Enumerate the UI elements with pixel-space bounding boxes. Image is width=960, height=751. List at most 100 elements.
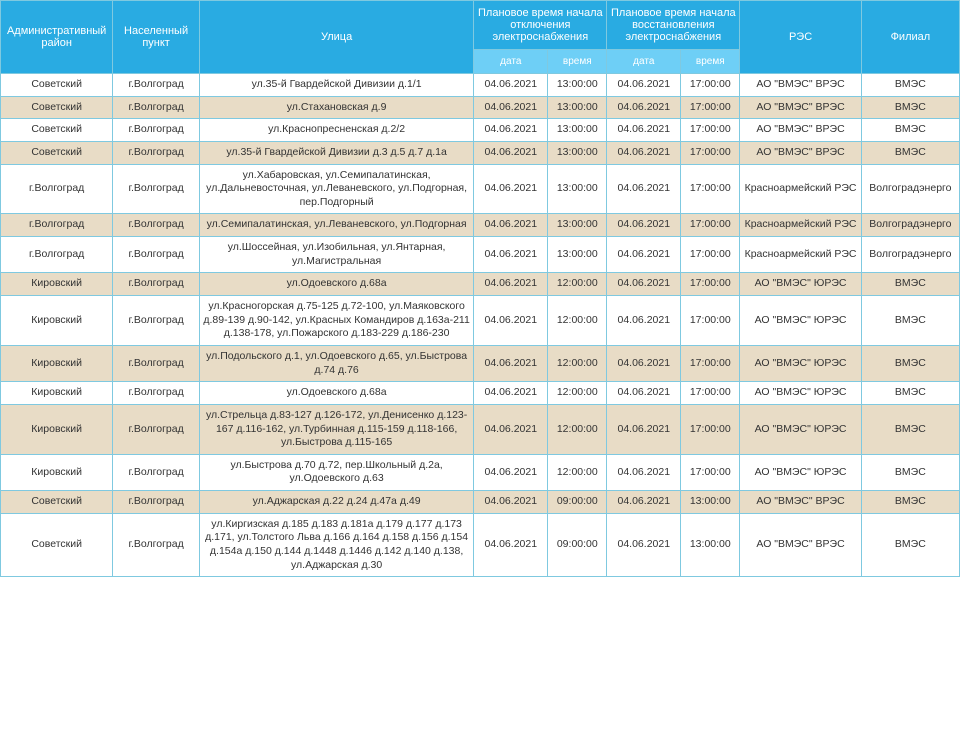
cell-branch: ВМЭС (861, 141, 959, 164)
cell-on-date: 04.06.2021 (607, 345, 681, 381)
outage-schedule-table: Административный район Населенный пункт … (0, 0, 960, 577)
cell-district: Кировский (1, 273, 113, 296)
cell-off-date: 04.06.2021 (474, 491, 548, 514)
cell-res: АО "ВМЭС" ВРЭС (740, 119, 861, 142)
cell-branch: ВМЭС (861, 345, 959, 381)
cell-on-date: 04.06.2021 (607, 214, 681, 237)
cell-branch: ВМЭС (861, 273, 959, 296)
table-row: Советскийг.Волгоградул.Аджарская д.22 д.… (1, 491, 960, 514)
cell-on-date: 04.06.2021 (607, 382, 681, 405)
cell-off-date: 04.06.2021 (474, 345, 548, 381)
cell-res: АО "ВМЭС" ЮРЭС (740, 296, 861, 346)
table-row: Советскийг.Волгоградул.Краснопресненская… (1, 119, 960, 142)
cell-res: АО "ВМЭС" ВРЭС (740, 491, 861, 514)
table-row: Кировскийг.Волгоградул.Красногорская д.7… (1, 296, 960, 346)
cell-off-date: 04.06.2021 (474, 74, 548, 97)
cell-off-time: 13:00:00 (548, 96, 607, 119)
th-res: РЭС (740, 1, 861, 74)
cell-res: АО "ВМЭС" ЮРЭС (740, 382, 861, 405)
th-branch: Филиал (861, 1, 959, 74)
cell-off-time: 12:00:00 (548, 345, 607, 381)
cell-locality: г.Волгоград (113, 454, 200, 490)
cell-district: г.Волгоград (1, 164, 113, 214)
cell-off-time: 13:00:00 (548, 214, 607, 237)
cell-off-time: 13:00:00 (548, 141, 607, 164)
cell-res: Красноармейский РЭС (740, 164, 861, 214)
cell-off-date: 04.06.2021 (474, 164, 548, 214)
cell-off-date: 04.06.2021 (474, 382, 548, 405)
cell-on-time: 13:00:00 (681, 513, 740, 577)
cell-off-time: 13:00:00 (548, 74, 607, 97)
cell-on-date: 04.06.2021 (607, 491, 681, 514)
cell-off-time: 12:00:00 (548, 382, 607, 405)
cell-on-time: 17:00:00 (681, 74, 740, 97)
cell-res: АО "ВМЭС" ЮРЭС (740, 404, 861, 454)
cell-on-date: 04.06.2021 (607, 454, 681, 490)
cell-street: ул.Подольского д.1, ул.Одоевского д.65, … (199, 345, 473, 381)
cell-on-time: 17:00:00 (681, 454, 740, 490)
cell-street: ул.Краснопресненская д.2/2 (199, 119, 473, 142)
cell-street: ул.Хабаровская, ул.Семипалатинская, ул.Д… (199, 164, 473, 214)
cell-locality: г.Волгоград (113, 513, 200, 577)
cell-locality: г.Волгоград (113, 96, 200, 119)
th-on-group: Плановое время начала восстановления эле… (607, 1, 740, 50)
table-row: Кировскийг.Волгоградул.Одоевского д.68а0… (1, 273, 960, 296)
cell-branch: ВМЭС (861, 404, 959, 454)
cell-locality: г.Волгоград (113, 273, 200, 296)
cell-district: Советский (1, 491, 113, 514)
th-on-date: дата (607, 50, 681, 74)
cell-branch: ВМЭС (861, 491, 959, 514)
cell-off-date: 04.06.2021 (474, 273, 548, 296)
table-row: Кировскийг.Волгоградул.Подольского д.1, … (1, 345, 960, 381)
table-row: г.Волгоградг.Волгоградул.Шоссейная, ул.И… (1, 237, 960, 273)
cell-off-time: 12:00:00 (548, 454, 607, 490)
cell-street: ул.Быстрова д.70 д.72, пер.Школьный д.2а… (199, 454, 473, 490)
cell-district: Советский (1, 119, 113, 142)
cell-on-time: 17:00:00 (681, 404, 740, 454)
cell-on-time: 17:00:00 (681, 273, 740, 296)
th-locality: Населенный пункт (113, 1, 200, 74)
cell-district: Кировский (1, 404, 113, 454)
cell-locality: г.Волгоград (113, 74, 200, 97)
cell-branch: Волгоградэнерго (861, 237, 959, 273)
table-row: Кировскийг.Волгоградул.Быстрова д.70 д.7… (1, 454, 960, 490)
cell-street: ул.Красногорская д.75-125 д.72-100, ул.М… (199, 296, 473, 346)
cell-res: АО "ВМЭС" ЮРЭС (740, 273, 861, 296)
cell-locality: г.Волгоград (113, 382, 200, 405)
cell-res: АО "ВМЭС" ЮРЭС (740, 345, 861, 381)
cell-on-time: 17:00:00 (681, 214, 740, 237)
table-row: Советскийг.Волгоградул.35-й Гвардейской … (1, 141, 960, 164)
cell-district: Кировский (1, 454, 113, 490)
cell-off-time: 13:00:00 (548, 237, 607, 273)
cell-street: ул.Шоссейная, ул.Изобильная, ул.Янтарная… (199, 237, 473, 273)
th-off-date: дата (474, 50, 548, 74)
cell-off-time: 13:00:00 (548, 164, 607, 214)
cell-locality: г.Волгоград (113, 345, 200, 381)
cell-street: ул.35-й Гвардейской Дивизии д.1/1 (199, 74, 473, 97)
cell-off-time: 13:00:00 (548, 119, 607, 142)
table-row: г.Волгоградг.Волгоградул.Хабаровская, ул… (1, 164, 960, 214)
cell-off-date: 04.06.2021 (474, 237, 548, 273)
cell-off-date: 04.06.2021 (474, 513, 548, 577)
cell-street: ул.Одоевского д.68а (199, 273, 473, 296)
cell-street: ул.Стахановская д.9 (199, 96, 473, 119)
cell-on-date: 04.06.2021 (607, 141, 681, 164)
th-on-time: время (681, 50, 740, 74)
cell-off-date: 04.06.2021 (474, 454, 548, 490)
cell-res: АО "ВМЭС" ЮРЭС (740, 454, 861, 490)
cell-district: Советский (1, 74, 113, 97)
cell-off-date: 04.06.2021 (474, 141, 548, 164)
cell-off-date: 04.06.2021 (474, 404, 548, 454)
th-street: Улица (199, 1, 473, 74)
cell-street: ул.Одоевского д.68а (199, 382, 473, 405)
cell-locality: г.Волгоград (113, 491, 200, 514)
cell-res: АО "ВМЭС" ВРЭС (740, 74, 861, 97)
cell-on-time: 17:00:00 (681, 237, 740, 273)
cell-street: ул.35-й Гвардейской Дивизии д.3 д.5 д.7 … (199, 141, 473, 164)
cell-off-time: 12:00:00 (548, 273, 607, 296)
cell-off-time: 09:00:00 (548, 491, 607, 514)
cell-off-date: 04.06.2021 (474, 296, 548, 346)
cell-branch: Волгоградэнерго (861, 164, 959, 214)
cell-on-time: 17:00:00 (681, 345, 740, 381)
cell-on-date: 04.06.2021 (607, 404, 681, 454)
